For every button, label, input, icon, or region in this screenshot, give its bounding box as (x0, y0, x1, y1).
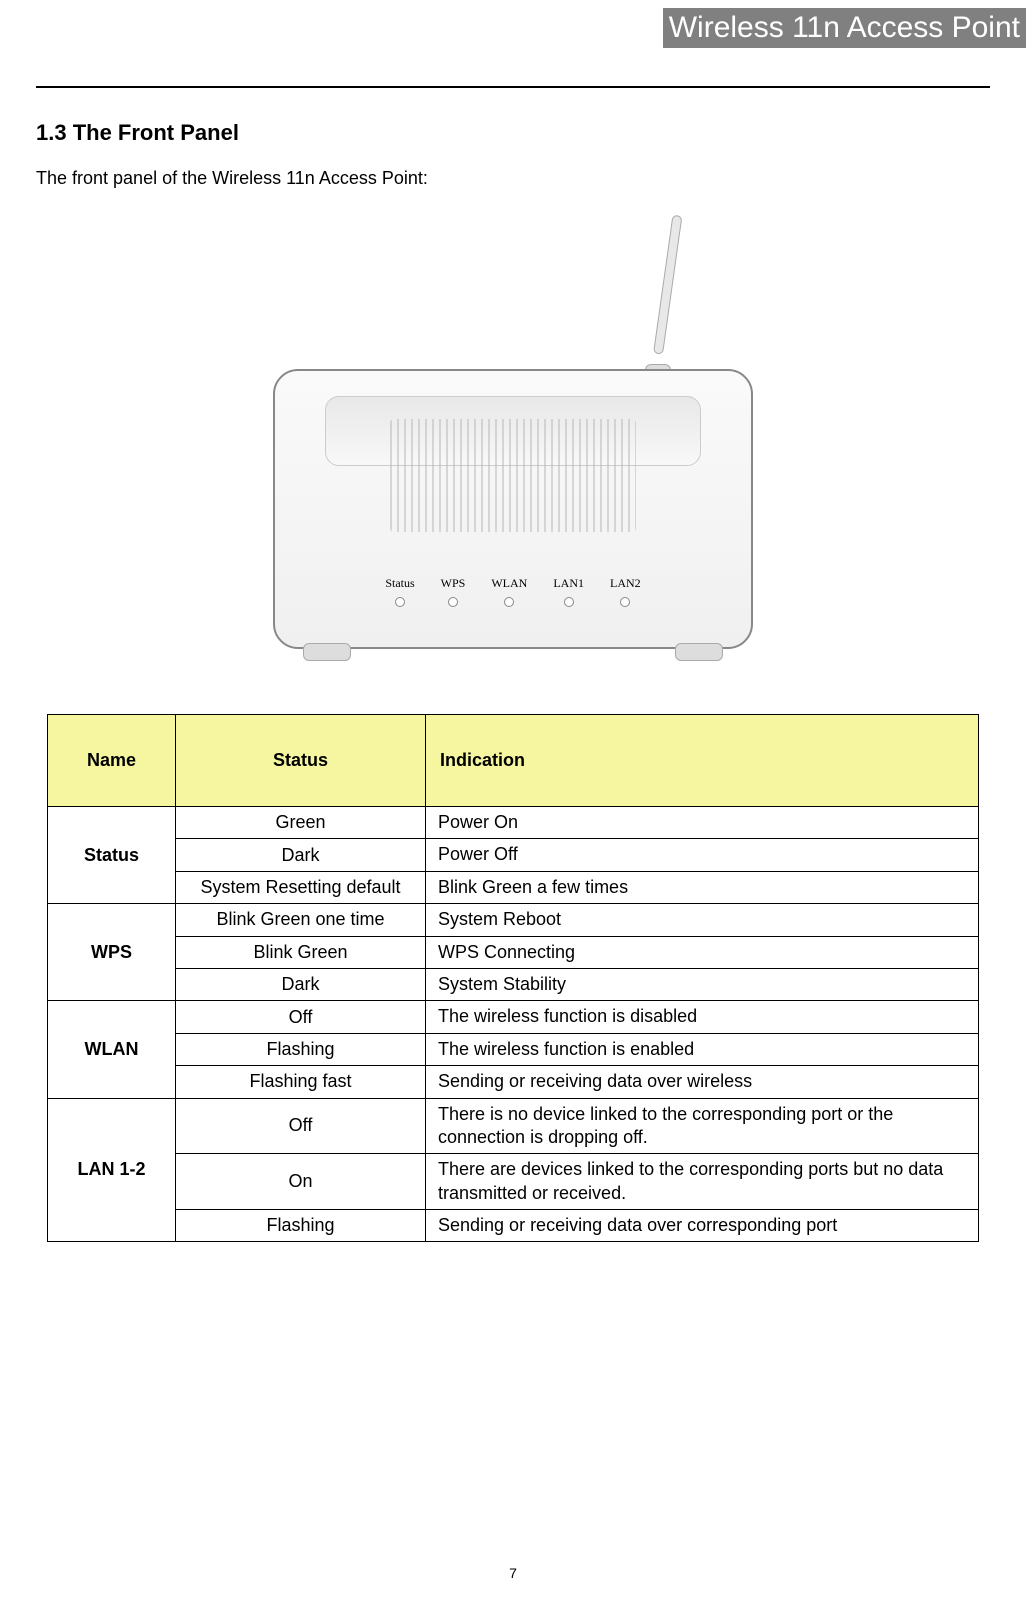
cell-status: Green (176, 807, 426, 839)
cell-status: Dark (176, 968, 426, 1000)
device-led-wlan: WLAN (491, 576, 527, 607)
cell-indication: Power Off (426, 839, 979, 871)
cell-indication: System Stability (426, 968, 979, 1000)
cell-status: Blink Green one time (176, 904, 426, 936)
table-row: Status Green Power On (48, 807, 979, 839)
led-table: Name Status Indication Status Green Powe… (47, 714, 979, 1242)
group-name-lan: LAN 1-2 (48, 1098, 176, 1242)
device-led-status: Status (385, 576, 414, 607)
device-led-wps: WPS (441, 576, 466, 607)
cell-indication: WPS Connecting (426, 936, 979, 968)
cell-indication: Blink Green a few times (426, 871, 979, 903)
header-rule (36, 86, 990, 88)
device-led-row: Status WPS WLAN LAN1 LAN2 (275, 576, 751, 607)
cell-status: Dark (176, 839, 426, 871)
cell-indication: The wireless function is enabled (426, 1033, 979, 1065)
table-row: LAN 1-2 Off There is no device linked to… (48, 1098, 979, 1154)
table-row: Dark System Stability (48, 968, 979, 1000)
cell-indication: System Reboot (426, 904, 979, 936)
cell-status: Off (176, 1098, 426, 1154)
device-figure: Status WPS WLAN LAN1 LAN2 (253, 214, 773, 674)
cell-indication: Sending or receiving data over correspon… (426, 1210, 979, 1242)
th-indication: Indication (426, 715, 979, 807)
device-led-lan2: LAN2 (610, 576, 641, 607)
cell-status: Flashing fast (176, 1066, 426, 1098)
group-name-wlan: WLAN (48, 1001, 176, 1098)
intro-text: The front panel of the Wireless 11n Acce… (36, 168, 1026, 189)
table-row: Flashing fast Sending or receiving data … (48, 1066, 979, 1098)
cell-status: System Resetting default (176, 871, 426, 903)
table-row: Blink Green WPS Connecting (48, 936, 979, 968)
cell-status: On (176, 1154, 426, 1210)
device-led-lan1: LAN1 (553, 576, 584, 607)
cell-status: Flashing (176, 1210, 426, 1242)
table-row: Flashing The wireless function is enable… (48, 1033, 979, 1065)
device-antenna (643, 214, 673, 394)
th-status: Status (176, 715, 426, 807)
table-row: On There are devices linked to the corre… (48, 1154, 979, 1210)
cell-indication: The wireless function is disabled (426, 1001, 979, 1033)
table-row: System Resetting default Blink Green a f… (48, 871, 979, 903)
cell-indication: Sending or receiving data over wireless (426, 1066, 979, 1098)
cell-status: Flashing (176, 1033, 426, 1065)
section-title: 1.3 The Front Panel (36, 120, 1026, 146)
page-number: 7 (0, 1565, 1026, 1581)
cell-status: Blink Green (176, 936, 426, 968)
table-row: Flashing Sending or receiving data over … (48, 1210, 979, 1242)
cell-indication: There is no device linked to the corresp… (426, 1098, 979, 1154)
cell-indication: Power On (426, 807, 979, 839)
table-row: Dark Power Off (48, 839, 979, 871)
device-body: Status WPS WLAN LAN1 LAN2 (273, 369, 753, 649)
table-row: WLAN Off The wireless function is disabl… (48, 1001, 979, 1033)
cell-status: Off (176, 1001, 426, 1033)
group-name-wps: WPS (48, 904, 176, 1001)
cell-indication: There are devices linked to the correspo… (426, 1154, 979, 1210)
th-name: Name (48, 715, 176, 807)
group-name-status: Status (48, 807, 176, 904)
doc-header-title: Wireless 11n Access Point (663, 8, 1026, 48)
table-row: WPS Blink Green one time System Reboot (48, 904, 979, 936)
